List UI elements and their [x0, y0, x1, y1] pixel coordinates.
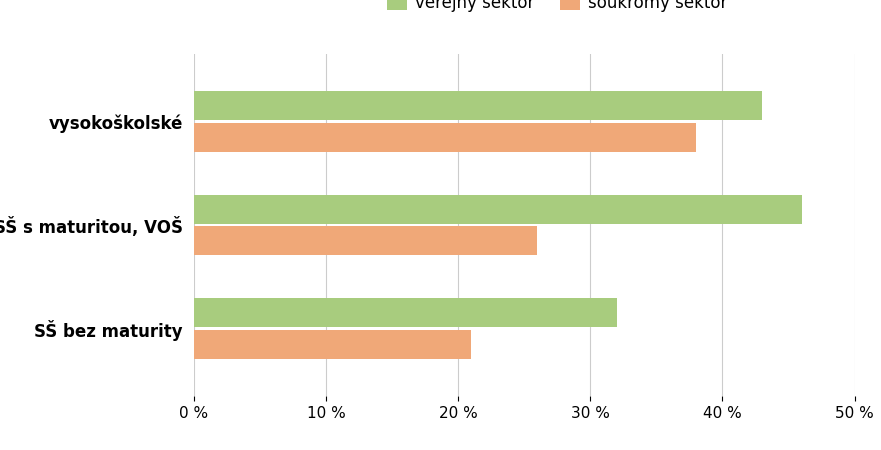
Legend: veřejný sektor, soukromý sektor: veřejný sektor, soukromý sektor	[381, 0, 734, 19]
Bar	[194, 194, 802, 224]
Bar	[194, 226, 537, 256]
Bar	[194, 91, 762, 120]
Bar	[194, 298, 617, 327]
Bar	[194, 123, 696, 152]
Bar	[194, 330, 471, 359]
